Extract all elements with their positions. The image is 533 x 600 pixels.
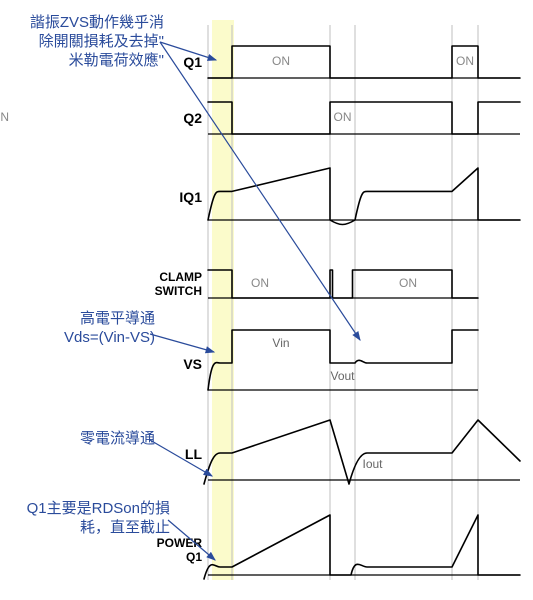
label-vout: Vout bbox=[330, 369, 355, 383]
row-label-Q1: Q1 bbox=[183, 54, 202, 70]
on-label-Q2: ON bbox=[0, 110, 9, 124]
row-label-VS: VS bbox=[183, 356, 202, 372]
on-label-Q1: ON bbox=[272, 54, 290, 68]
waveform-CLAMP bbox=[208, 270, 478, 298]
annotation-arrow bbox=[168, 520, 215, 560]
annotation-vds: 高電平導通 Vds=(Vin-VS) bbox=[25, 310, 155, 348]
row-label-POWERQ1: Q1 bbox=[186, 550, 202, 564]
waveform-Q2 bbox=[208, 102, 520, 134]
on-label-Q2: ON bbox=[334, 110, 352, 124]
on-label-CLAMP: ON bbox=[251, 276, 269, 290]
waveform-Q1 bbox=[208, 46, 520, 78]
annotation-arrow bbox=[160, 42, 360, 340]
row-label-POWERQ1: POWER bbox=[157, 536, 203, 550]
waveform-VS bbox=[208, 330, 478, 390]
annotation-rdson: Q1主要是RDSon的損 耗，直至截止 bbox=[10, 500, 170, 538]
waveform-IQ1 bbox=[208, 168, 520, 225]
annotation-arrow bbox=[150, 440, 212, 476]
waveform-POWERQ1 bbox=[204, 515, 520, 579]
row-label-Q2: Q2 bbox=[183, 110, 202, 126]
row-label-CLAMP: CLAMP bbox=[159, 270, 202, 284]
label-iout: Iout bbox=[362, 457, 383, 471]
on-label-Q1: ON bbox=[456, 54, 474, 68]
highlight-band bbox=[212, 20, 234, 580]
label-vin: Vin bbox=[272, 336, 289, 350]
annotation-zvs: 諧振ZVS動作幾乎消 除開關損耗及去掉" 米勒電荷效應" bbox=[14, 14, 164, 70]
on-label-CLAMP: ON bbox=[399, 276, 417, 290]
row-label-CLAMP: SWITCH bbox=[155, 284, 202, 298]
annotation-arrow bbox=[150, 334, 214, 352]
annotation-zcs: 零電流導通 bbox=[35, 430, 155, 449]
annotation-arrow bbox=[160, 42, 216, 60]
row-label-LL: LL bbox=[185, 446, 203, 462]
waveform-LL bbox=[204, 420, 520, 484]
row-label-IQ1: IQ1 bbox=[179, 189, 202, 205]
